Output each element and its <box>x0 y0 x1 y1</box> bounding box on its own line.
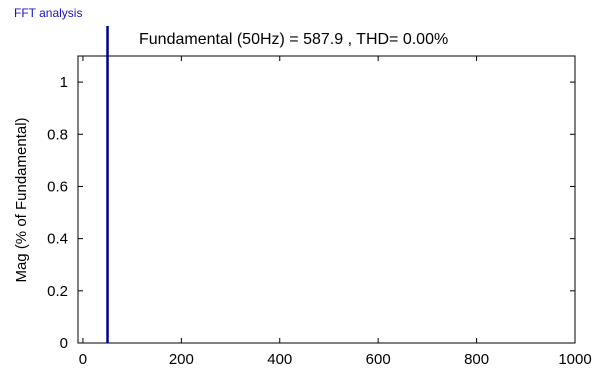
fft-analysis-label: FFT analysis <box>14 6 83 20</box>
x-tick-label: 600 <box>366 351 391 368</box>
y-tick-label: 0.4 <box>47 231 68 248</box>
tick-marks <box>78 56 576 344</box>
plot-area <box>77 55 576 344</box>
chart-title: Fundamental (50Hz) = 587.9 , THD= 0.00% <box>139 31 448 48</box>
y-tick-label: 0.6 <box>47 178 68 195</box>
y-tick-label: 0.8 <box>47 126 68 143</box>
x-tick-labels: 0 200 400 600 800 1000 <box>79 351 592 368</box>
y-tick-label: 0.2 <box>47 283 68 300</box>
x-tick-label: 0 <box>79 351 87 368</box>
x-tick-label: 1000 <box>558 351 591 368</box>
y-tick-labels: 0 0.2 0.4 0.6 0.8 1 <box>47 74 68 352</box>
y-axis-label: Mag (% of Fundamental) <box>13 117 30 282</box>
y-tick-label: 0 <box>60 335 68 352</box>
x-tick-label: 400 <box>267 351 292 368</box>
x-tick-label: 800 <box>464 351 489 368</box>
y-tick-label: 1 <box>60 74 68 91</box>
x-tick-label: 200 <box>169 351 194 368</box>
